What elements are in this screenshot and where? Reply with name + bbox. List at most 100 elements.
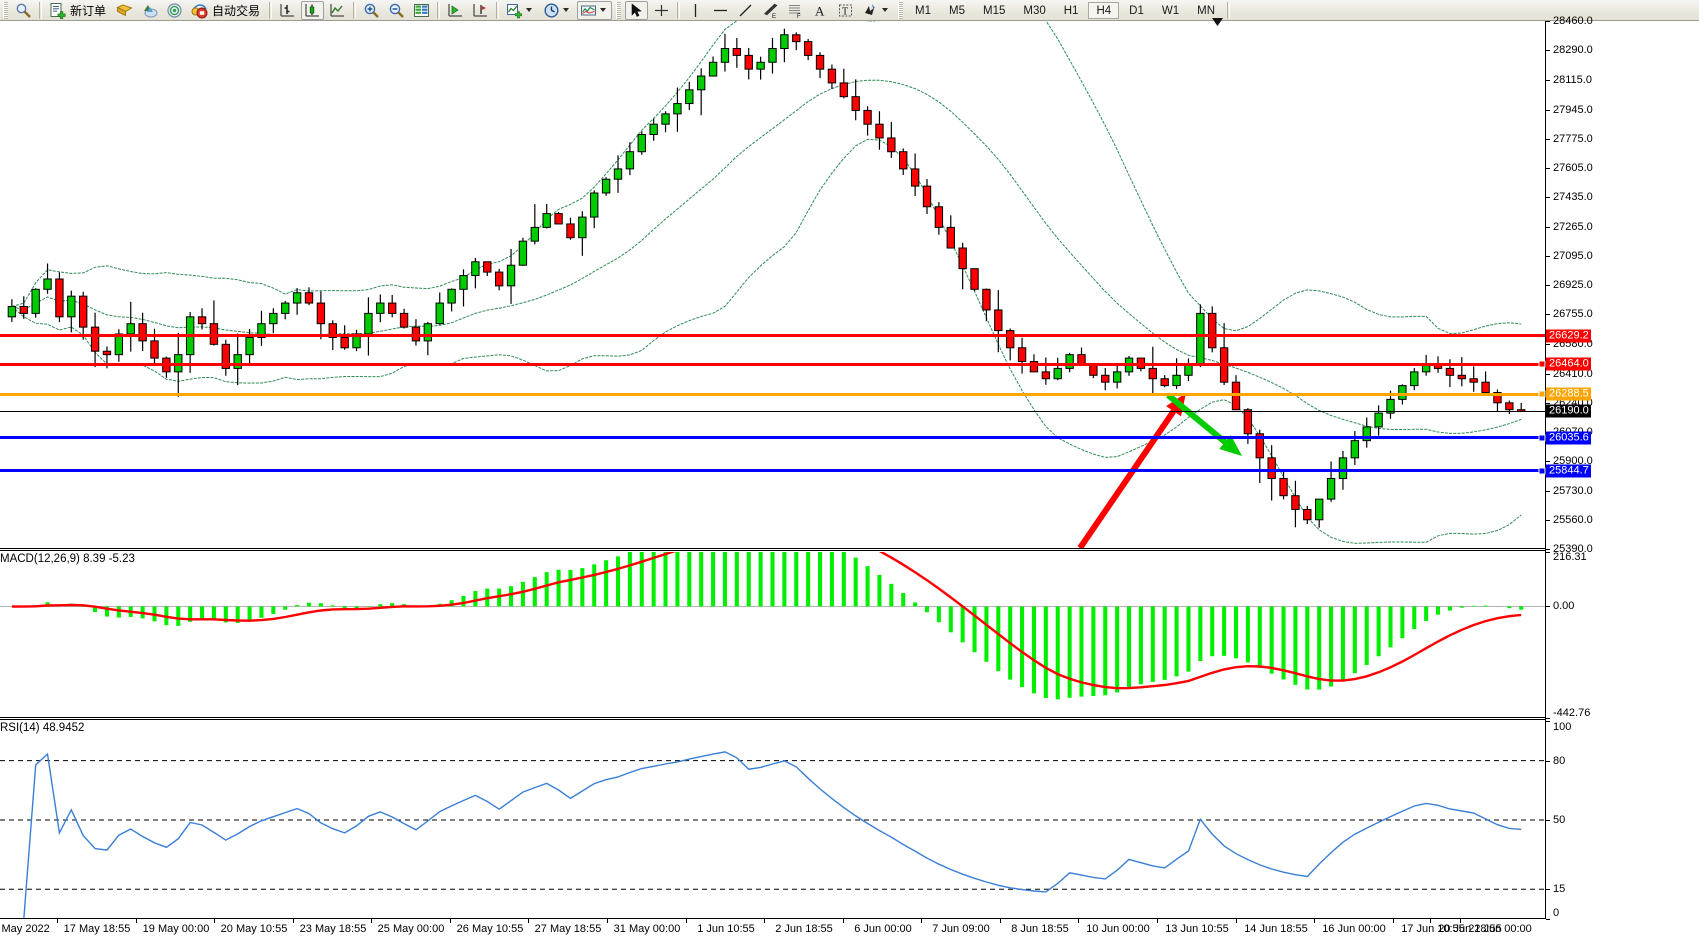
price-axis-tick — [1546, 197, 1550, 199]
indicators-dropdown-arrow[interactable] — [526, 8, 533, 12]
fibonacci-icon: F — [789, 4, 801, 19]
line-chart-icon — [330, 3, 345, 17]
toolbar-grip-2[interactable] — [616, 1, 622, 19]
macd-axis[interactable]: 216.31 0.00 -442.76 — [1546, 551, 1699, 719]
equidistant-channel-tool[interactable]: E — [759, 1, 782, 20]
price-level-anchor-support-1[interactable] — [1538, 434, 1546, 442]
rsi-axis-tick-label: 100 — [1553, 721, 1572, 733]
price-level-line-support-1[interactable] — [0, 436, 1545, 440]
price-axis-tick-label: 27095.0 — [1553, 249, 1593, 262]
templates-button[interactable] — [577, 0, 613, 20]
rsi-axis[interactable]: 100 80 50 15 0 — [1546, 721, 1699, 920]
price-axis-tick — [1546, 21, 1550, 22]
autotrading-button[interactable]: 自动交易 — [188, 1, 265, 20]
templates-icon — [581, 5, 597, 15]
svg-text:F: F — [797, 14, 801, 19]
time-axis-tick-label: 13 Jun 10:55 — [1165, 923, 1229, 935]
auto-scroll-button[interactable] — [444, 1, 467, 20]
text-label-tool[interactable]: T — [834, 1, 857, 20]
macd-pane[interactable] — [0, 552, 1545, 718]
time-axis-tick — [1000, 919, 1001, 923]
grid-icon — [414, 3, 430, 17]
price-level-tag-support-1[interactable]: 26035.6 — [1546, 431, 1591, 445]
auto-scroll-icon — [448, 3, 463, 17]
new-order-button[interactable]: 新订单 — [46, 1, 111, 20]
timeframe-w1[interactable]: W1 — [1161, 4, 1180, 17]
period-dropdown-arrow[interactable] — [563, 8, 570, 12]
price-level-line-resistance-1[interactable] — [0, 334, 1545, 338]
data-window-button[interactable] — [410, 1, 433, 20]
timeframe-h4[interactable]: H4 — [1088, 1, 1120, 19]
svg-text:A: A — [815, 3, 825, 18]
price-level-line-resistance-2[interactable] — [0, 362, 1545, 366]
chart-shift-icon — [473, 3, 488, 17]
chart-shift-button[interactable] — [469, 1, 492, 20]
pane-separator-2[interactable] — [0, 717, 1545, 720]
time-axis[interactable]: 16 May 2022 17 May 18:55 19 May 00:00 20 Ma… — [0, 919, 1545, 943]
price-level-anchor-pivot[interactable] — [1538, 390, 1546, 398]
price-axis-tick-label: 25730.0 — [1553, 484, 1593, 497]
time-axis-tick-label: 25 May 00:00 — [377, 923, 445, 935]
timeframe-mn[interactable]: MN — [1197, 4, 1215, 17]
price-level-tag-resistance-2[interactable]: 26464.0 — [1546, 357, 1591, 371]
rsi-indicator-label: RSI(14) 48.9452 — [0, 722, 85, 734]
candlestick-button[interactable] — [301, 0, 325, 20]
price-level-tag-resistance-1[interactable]: 26629.2 — [1546, 329, 1591, 343]
crosshair-tool[interactable] — [650, 1, 673, 20]
time-axis-tick-label: 2 Jun 18:55 — [775, 923, 833, 935]
toolbar-grip-3[interactable] — [898, 1, 904, 19]
price-level-tag-current-price[interactable]: 26190.0 — [1546, 404, 1591, 418]
zoom-in-icon — [364, 3, 379, 18]
time-axis-tick-label: 16 May 2022 — [0, 923, 50, 935]
templates-dropdown-arrow[interactable] — [600, 8, 607, 12]
rsi-axis-tick — [1546, 889, 1550, 891]
fibonacci-tool[interactable]: F — [784, 1, 807, 20]
price-level-line-support-2[interactable] — [0, 469, 1545, 473]
price-level-anchor-resistance-2[interactable] — [1538, 360, 1546, 368]
line-chart-button[interactable] — [326, 1, 349, 20]
pane-separator-1[interactable] — [0, 548, 1545, 551]
timeframe-d1[interactable]: D1 — [1129, 4, 1144, 17]
indicators-button[interactable] — [503, 1, 538, 20]
arrows-dropdown-arrow[interactable] — [882, 8, 889, 12]
timeframe-m5[interactable]: M5 — [949, 4, 965, 17]
price-axis-tick — [1546, 80, 1550, 82]
bar-chart-button[interactable] — [276, 1, 299, 20]
zoom-in-button[interactable] — [360, 1, 383, 20]
timeframe-m1[interactable]: M1 — [915, 4, 932, 17]
toolbar-separator-4 — [437, 1, 441, 19]
time-axis-tick-label: 17 May 18:55 — [63, 923, 131, 935]
trendline-tool[interactable] — [734, 1, 757, 20]
price-axis-tick — [1546, 490, 1550, 492]
vertical-line-tool[interactable] — [684, 1, 707, 20]
signals-button[interactable] — [138, 1, 161, 20]
cursor-tool[interactable] — [625, 0, 649, 20]
time-axis-tick — [57, 919, 58, 923]
time-axis-tick — [1314, 919, 1315, 923]
time-axis-tick-label: 10 Jun 00:00 — [1086, 923, 1150, 935]
zoom-out-button[interactable] — [385, 1, 408, 20]
rsi-pane[interactable] — [0, 721, 1545, 919]
price-axis-tick — [1546, 109, 1550, 111]
arrows-tool[interactable] — [859, 1, 894, 20]
horizontal-line-tool[interactable] — [709, 1, 732, 20]
price-level-line-current-price[interactable] — [0, 411, 1545, 413]
text-tool[interactable]: A — [809, 1, 832, 20]
timeframe-m30[interactable]: M30 — [1023, 4, 1046, 17]
price-chart-pane[interactable] — [0, 21, 1545, 549]
toolbar-grip[interactable] — [3, 1, 8, 19]
expert-advisors-button[interactable] — [113, 1, 136, 20]
timeframe-h1[interactable]: H1 — [1063, 4, 1079, 17]
price-level-tag-pivot[interactable]: 26288.5 — [1546, 387, 1591, 401]
price-level-line-pivot[interactable] — [0, 392, 1545, 396]
period-button[interactable] — [540, 1, 575, 20]
timeframe-m15[interactable]: M15 — [983, 4, 1006, 17]
autotrading-icon — [191, 3, 208, 18]
search-button[interactable] — [12, 1, 35, 20]
market-button[interactable] — [163, 1, 186, 20]
toolbar-separator-3 — [353, 1, 357, 19]
price-level-tag-support-2[interactable]: 25844.7 — [1546, 464, 1591, 478]
time-axis-tick — [214, 919, 215, 923]
price-level-anchor-support-2[interactable] — [1538, 467, 1546, 475]
arrow-cursor-icon — [631, 2, 642, 17]
